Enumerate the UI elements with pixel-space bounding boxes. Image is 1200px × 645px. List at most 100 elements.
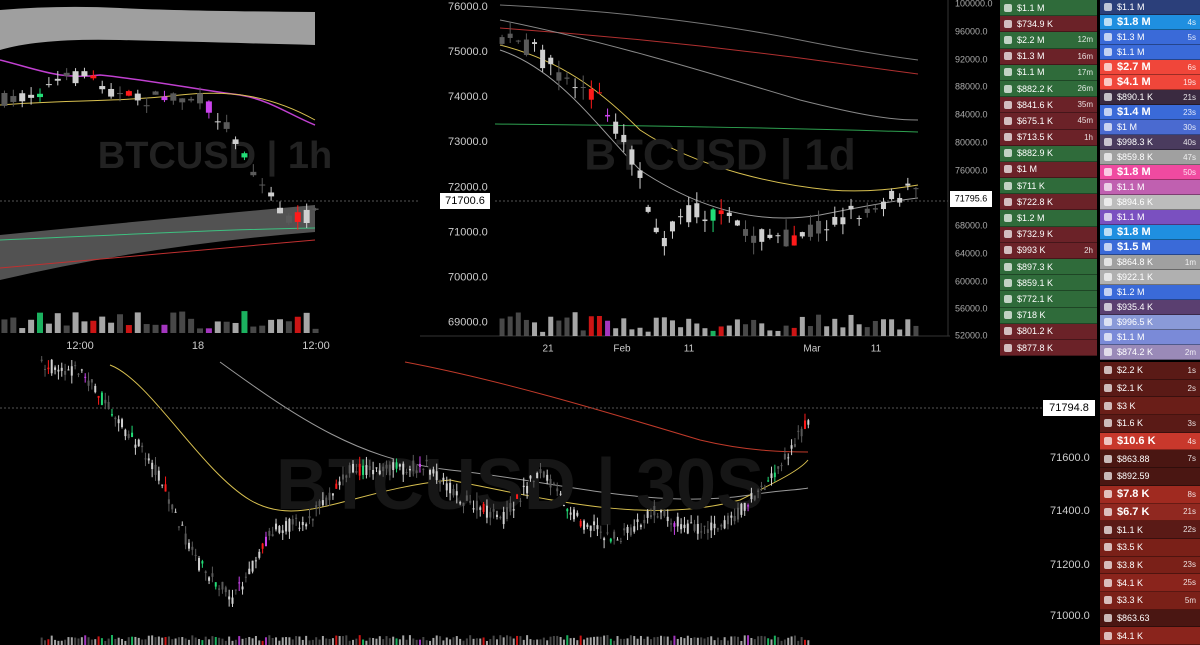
volume-bar bbox=[800, 637, 803, 645]
amount: $1.1 M bbox=[1017, 67, 1045, 78]
volume-bar bbox=[238, 636, 241, 645]
price-label: 71794.8 bbox=[1049, 402, 1089, 414]
candle bbox=[807, 224, 813, 237]
candle bbox=[405, 472, 408, 474]
candle bbox=[880, 201, 886, 210]
candle bbox=[713, 523, 716, 529]
candle bbox=[208, 577, 211, 581]
amount: $734.9 K bbox=[1017, 18, 1054, 29]
amount: $3 K bbox=[1117, 400, 1136, 411]
candle bbox=[787, 457, 790, 459]
volume-bar bbox=[60, 640, 63, 645]
volume-bar bbox=[358, 635, 361, 645]
volume-bar bbox=[673, 635, 676, 645]
volume-bar bbox=[72, 312, 79, 333]
volume-bar bbox=[308, 640, 311, 645]
volume-bar bbox=[117, 314, 123, 333]
trade-row: $1.3 M 16m bbox=[1000, 48, 1097, 65]
trade-row: $6.7 K 21s bbox=[1100, 503, 1200, 522]
tick-label: 52000.0 bbox=[955, 330, 988, 340]
tick-label: 60000.0 bbox=[955, 276, 988, 286]
candle bbox=[275, 523, 278, 530]
trade-row: $1.8 M 50s bbox=[1100, 165, 1200, 180]
candle bbox=[45, 84, 52, 86]
volume-bar bbox=[680, 637, 683, 645]
candle bbox=[54, 78, 61, 81]
amount: $675.1 K bbox=[1017, 115, 1054, 126]
volume-bar bbox=[455, 636, 458, 645]
time: 2s bbox=[1187, 383, 1196, 393]
volume-bar bbox=[696, 637, 699, 645]
volume-bar bbox=[848, 314, 854, 336]
volume-bar bbox=[515, 312, 521, 336]
volume-bar bbox=[702, 328, 708, 336]
candle bbox=[90, 75, 97, 79]
candle bbox=[783, 453, 786, 460]
candle bbox=[188, 98, 195, 101]
candle bbox=[10, 96, 17, 102]
candle bbox=[512, 509, 515, 511]
volume-bar bbox=[108, 322, 115, 333]
volume-bar bbox=[663, 636, 666, 645]
candle bbox=[294, 212, 301, 222]
volume-bar bbox=[143, 324, 150, 333]
volume-bar bbox=[264, 637, 267, 645]
volume-bar bbox=[311, 639, 314, 645]
time: 12m bbox=[1077, 35, 1093, 45]
volume-bar bbox=[154, 637, 157, 645]
candle bbox=[445, 483, 448, 491]
candle bbox=[522, 485, 525, 488]
volume-bar bbox=[271, 637, 274, 645]
candle bbox=[507, 33, 513, 38]
candle bbox=[408, 468, 411, 471]
candle bbox=[99, 86, 106, 90]
candle bbox=[335, 483, 338, 489]
volume-bar bbox=[730, 636, 733, 645]
volume-bar bbox=[629, 329, 635, 336]
time: 21s bbox=[1183, 507, 1196, 517]
volume-bar bbox=[599, 636, 602, 645]
icon bbox=[1004, 343, 1012, 352]
volume-bar bbox=[767, 330, 773, 336]
candle bbox=[619, 541, 622, 543]
icon bbox=[1104, 454, 1112, 463]
volume-bar bbox=[637, 327, 643, 336]
candle bbox=[107, 401, 110, 409]
candle bbox=[609, 538, 612, 542]
ma-line bbox=[499, 44, 919, 192]
volume-bar bbox=[40, 637, 43, 645]
volume-bar bbox=[767, 638, 770, 645]
volume-bar bbox=[385, 636, 388, 645]
icon bbox=[1004, 3, 1012, 12]
candle bbox=[848, 205, 854, 210]
ma-line bbox=[499, 19, 919, 121]
volume-bar bbox=[197, 328, 203, 333]
candle bbox=[583, 520, 586, 530]
candle bbox=[629, 149, 635, 165]
candle bbox=[57, 369, 60, 372]
volume-bar bbox=[576, 640, 579, 645]
amount: $1.8 M bbox=[1117, 166, 1151, 178]
volume-bar bbox=[104, 640, 107, 645]
volume-bar bbox=[529, 639, 532, 645]
icon bbox=[1104, 303, 1112, 311]
candle bbox=[750, 492, 753, 500]
tick-label: 11 bbox=[684, 344, 695, 355]
candle bbox=[529, 475, 532, 479]
volume-bar bbox=[465, 638, 468, 645]
trade-row: $1 M bbox=[1000, 161, 1097, 179]
volume-bar bbox=[398, 639, 401, 645]
volume-bar bbox=[616, 636, 619, 645]
candle bbox=[616, 539, 619, 541]
volume-bar bbox=[750, 637, 753, 645]
candle bbox=[214, 121, 221, 123]
volume-bar bbox=[161, 637, 164, 645]
trade-row: $882.9 K bbox=[1000, 145, 1097, 162]
volume-bar bbox=[619, 638, 622, 645]
trade-row: $772.1 K bbox=[1000, 291, 1097, 308]
candle bbox=[693, 524, 696, 531]
candle bbox=[63, 72, 70, 76]
time: 25s bbox=[1183, 578, 1196, 588]
candle bbox=[268, 192, 275, 197]
volume-bar bbox=[905, 319, 911, 336]
